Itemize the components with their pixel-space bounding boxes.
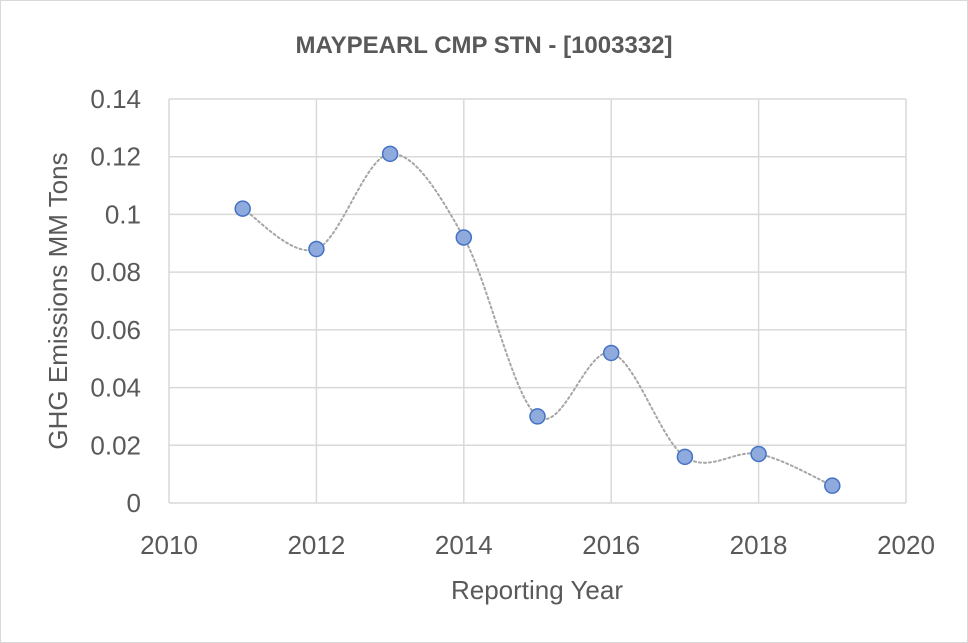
x-tick-label: 2014 bbox=[435, 530, 493, 560]
data-point-2014 bbox=[455, 229, 473, 246]
data-point-2015 bbox=[529, 408, 546, 425]
grid-lines bbox=[168, 98, 907, 504]
x-tick-label: 2020 bbox=[877, 530, 935, 560]
y-tick-label: 0.12 bbox=[90, 142, 141, 172]
x-tick-label: 2018 bbox=[730, 530, 788, 560]
chart-title: MAYPEARL CMP STN - [1003332] bbox=[295, 32, 672, 59]
data-point-2017 bbox=[676, 448, 694, 466]
data-point-2013 bbox=[381, 145, 399, 163]
y-tick-label: 0.14 bbox=[90, 84, 141, 114]
data-point-2018 bbox=[750, 445, 767, 463]
y-tick-label: 0 bbox=[127, 488, 141, 518]
x-axis-title: Reporting Year bbox=[451, 575, 623, 605]
x-tick-label: 2010 bbox=[140, 530, 198, 560]
y-tick-labels: 0 0.02 0.04 0.06 0.08 0.1 0.12 0.14 bbox=[90, 84, 141, 518]
y-tick-label: 0.02 bbox=[90, 430, 141, 460]
data-point-2011 bbox=[234, 200, 251, 217]
data-point-2019 bbox=[824, 477, 841, 494]
data-point-2012 bbox=[308, 240, 325, 258]
y-tick-label: 0.08 bbox=[90, 257, 141, 287]
y-axis-title: GHG Emissions MM Tons bbox=[43, 152, 73, 449]
series-line-layer bbox=[241, 152, 834, 487]
y-tick-label: 0.1 bbox=[105, 199, 141, 229]
y-tick-label: 0.06 bbox=[90, 315, 141, 345]
x-tick-label: 2012 bbox=[287, 530, 345, 560]
x-tick-label: 2016 bbox=[582, 530, 640, 560]
series-line bbox=[241, 152, 834, 487]
x-tick-labels: 2010 2012 2014 2016 2018 2020 bbox=[140, 530, 935, 560]
y-tick-label: 0.04 bbox=[90, 373, 141, 403]
data-point-layer bbox=[234, 145, 841, 494]
data-point-2016 bbox=[602, 344, 620, 362]
